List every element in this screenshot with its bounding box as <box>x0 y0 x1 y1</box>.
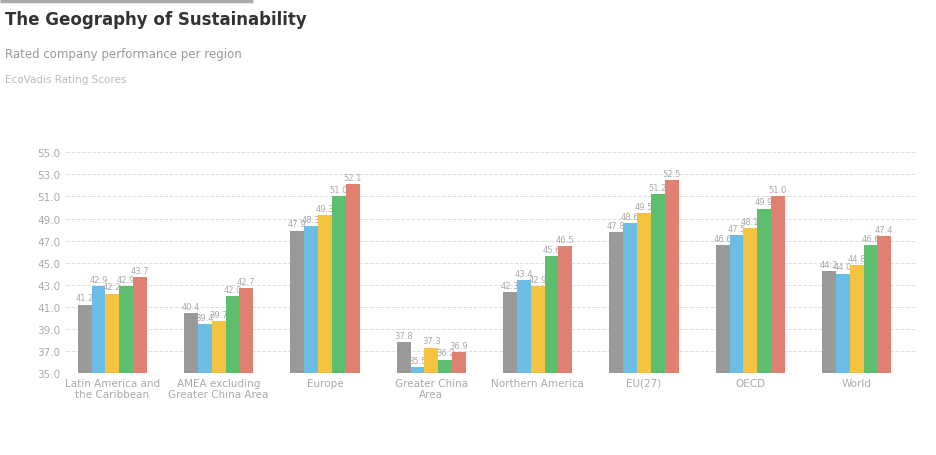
Text: 51.2: 51.2 <box>649 184 667 192</box>
Text: 48.3: 48.3 <box>301 216 320 224</box>
Text: 49.3: 49.3 <box>315 205 334 213</box>
Bar <box>729 236 743 373</box>
Text: 46.6: 46.6 <box>861 234 880 243</box>
Text: 48.6: 48.6 <box>621 212 639 221</box>
Text: 51.0: 51.0 <box>768 186 787 195</box>
Bar <box>877 237 891 373</box>
Bar <box>78 305 92 373</box>
Text: 39.7: 39.7 <box>210 310 228 319</box>
Text: 42.2: 42.2 <box>103 283 122 292</box>
Text: Rated company performance per region: Rated company performance per region <box>5 48 241 61</box>
Text: 42.7: 42.7 <box>237 277 256 286</box>
Text: 43.4: 43.4 <box>515 269 534 278</box>
Bar <box>517 281 531 373</box>
Text: 47.8: 47.8 <box>607 221 625 230</box>
Text: 42.9: 42.9 <box>89 275 108 284</box>
Bar <box>716 245 729 373</box>
Text: 47.5: 47.5 <box>727 224 746 233</box>
Bar <box>318 216 332 373</box>
Text: 52.5: 52.5 <box>663 169 680 178</box>
Text: 42.3: 42.3 <box>501 282 519 291</box>
Text: EcoVadis Rating Scores: EcoVadis Rating Scores <box>5 75 126 85</box>
Bar <box>531 286 545 373</box>
Bar <box>184 313 197 373</box>
Bar <box>452 352 466 373</box>
Bar <box>332 197 345 373</box>
Text: 43.7: 43.7 <box>131 266 149 275</box>
Text: 40.4: 40.4 <box>182 303 200 312</box>
Bar <box>411 368 424 373</box>
Bar <box>771 197 785 373</box>
Bar <box>609 232 623 373</box>
Text: The Geography of Sustainability: The Geography of Sustainability <box>5 11 306 29</box>
Text: 47.9: 47.9 <box>288 220 307 229</box>
Text: 48.1: 48.1 <box>741 218 760 227</box>
Text: 37.8: 37.8 <box>394 331 413 340</box>
Text: 42.9: 42.9 <box>529 275 547 284</box>
Bar <box>850 265 864 373</box>
Text: 44.0: 44.0 <box>834 263 852 272</box>
Bar <box>836 274 850 373</box>
Bar <box>637 213 651 373</box>
Text: 44.8: 44.8 <box>847 254 866 263</box>
Text: 49.9: 49.9 <box>755 198 773 207</box>
Bar <box>240 288 254 373</box>
Text: 41.2: 41.2 <box>76 293 94 303</box>
Bar <box>304 227 318 373</box>
Text: 49.5: 49.5 <box>635 202 653 211</box>
Bar <box>397 342 411 373</box>
Text: 42.0: 42.0 <box>224 285 241 294</box>
Bar <box>623 223 637 373</box>
Bar <box>757 209 771 373</box>
Bar <box>545 257 559 373</box>
Text: 45.6: 45.6 <box>542 245 561 254</box>
Bar <box>119 286 133 373</box>
Bar <box>864 245 877 373</box>
Text: 52.1: 52.1 <box>344 174 362 183</box>
Text: 37.3: 37.3 <box>422 337 441 346</box>
Bar <box>424 348 438 373</box>
Text: 36.9: 36.9 <box>449 341 468 350</box>
Text: 46.6: 46.6 <box>713 234 732 243</box>
Bar <box>438 360 452 373</box>
Bar <box>822 272 836 373</box>
Bar <box>503 293 517 373</box>
Bar <box>345 185 359 373</box>
Bar <box>290 231 304 373</box>
Text: 47.4: 47.4 <box>875 226 894 234</box>
Text: 44.2: 44.2 <box>820 261 839 270</box>
Bar <box>92 286 106 373</box>
Bar <box>212 321 226 373</box>
Bar <box>226 296 240 373</box>
Text: 42.9: 42.9 <box>117 275 136 284</box>
Text: 39.4: 39.4 <box>196 313 214 323</box>
Text: 46.5: 46.5 <box>556 235 575 244</box>
Bar <box>651 195 665 373</box>
Text: 35.5: 35.5 <box>408 356 427 365</box>
Bar <box>559 247 572 373</box>
Text: 36.2: 36.2 <box>436 349 455 358</box>
Bar <box>743 229 757 373</box>
Bar <box>197 325 212 373</box>
Bar <box>133 278 147 373</box>
Bar <box>665 181 679 373</box>
Text: 51.0: 51.0 <box>329 186 348 195</box>
Bar <box>106 294 119 373</box>
